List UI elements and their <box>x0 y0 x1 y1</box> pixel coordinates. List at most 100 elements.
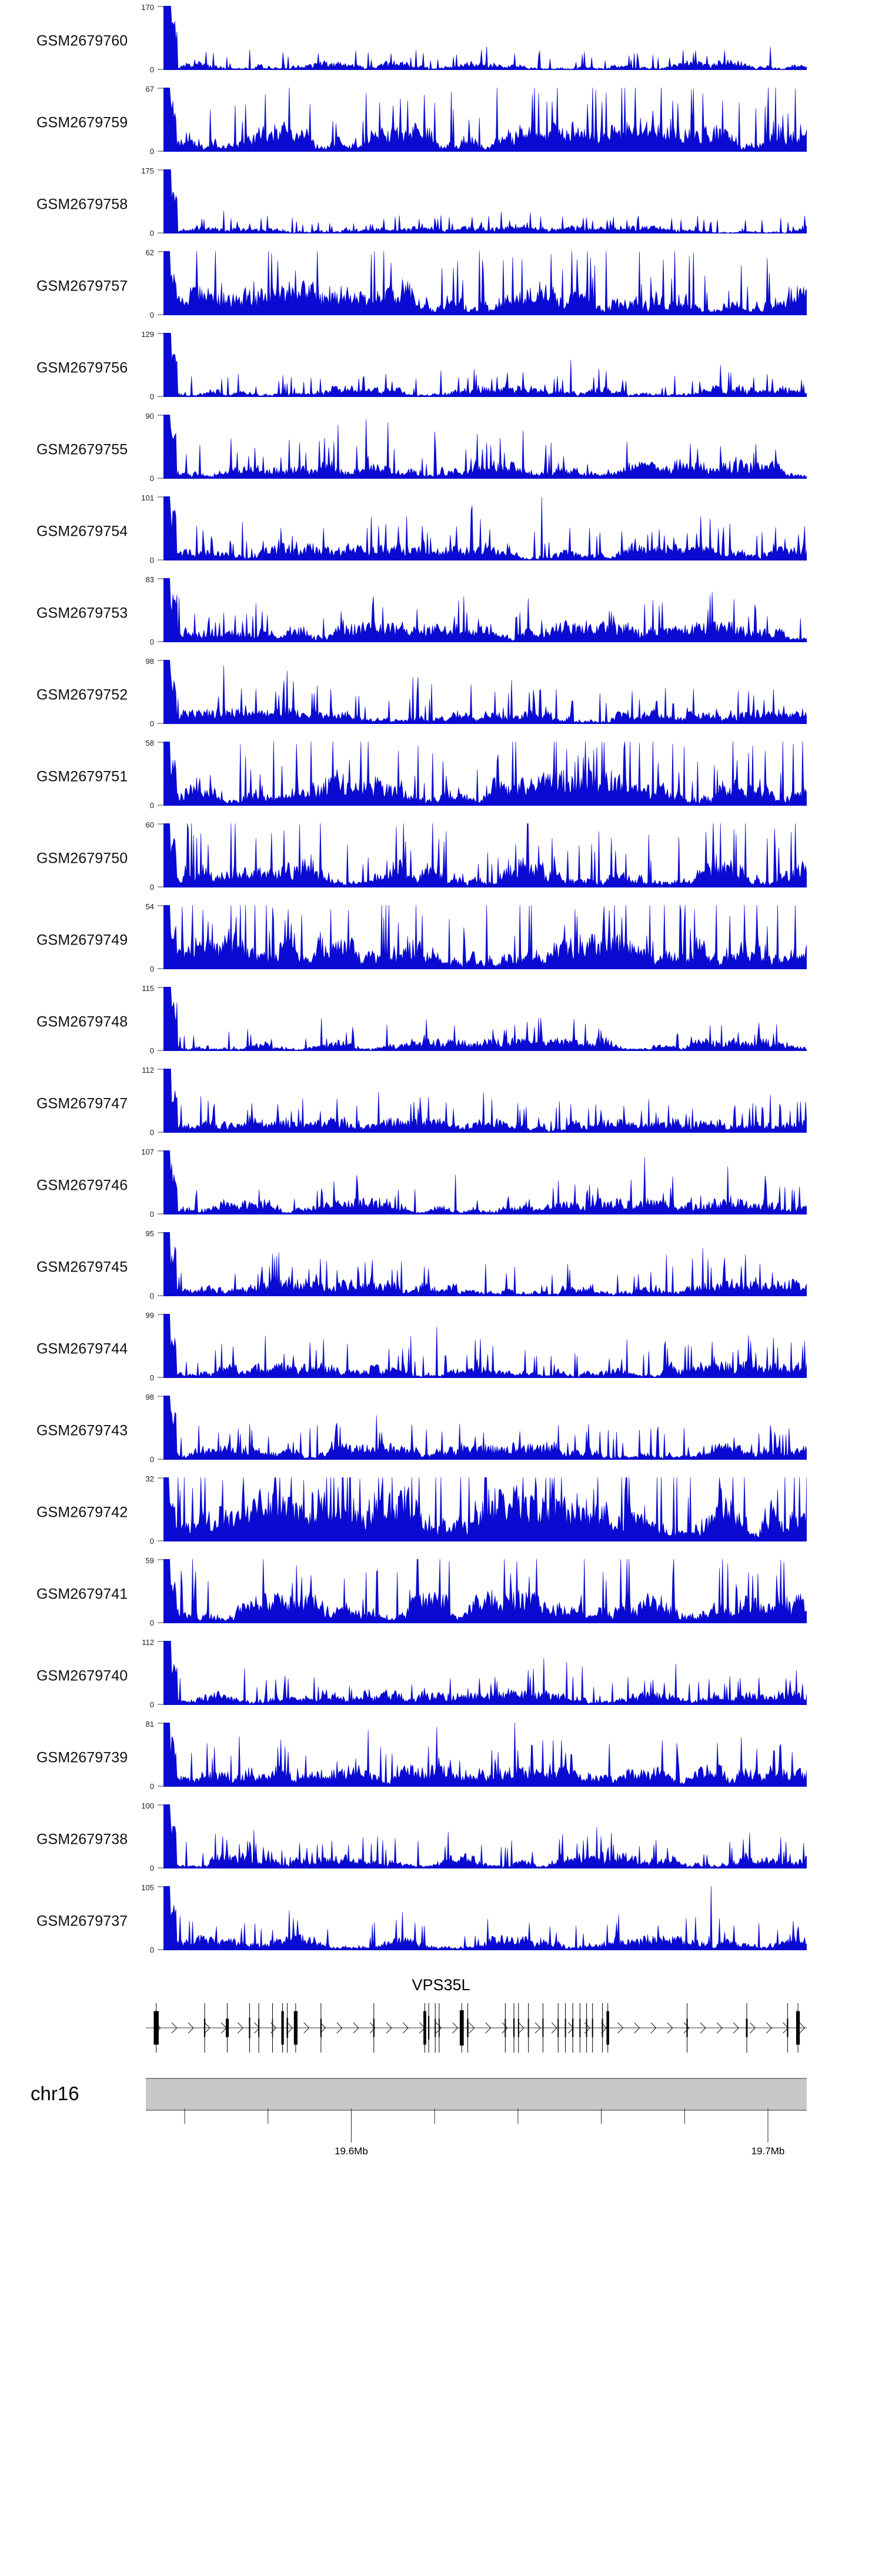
track-axis-max-label: 129 <box>141 330 154 339</box>
track-signal-plot[interactable] <box>163 905 807 969</box>
track-sample-label: GSM2679738 <box>36 1831 128 1847</box>
track-sample-label: GSM2679756 <box>36 359 128 376</box>
track-signal-plot[interactable] <box>163 1232 807 1296</box>
coverage-track: GSM2679754 101 0 <box>0 490 882 572</box>
track-axis-min-label: 0 <box>149 1700 154 1709</box>
coverage-track: GSM2679749 54 0 <box>0 899 882 981</box>
track-sample-label: GSM2679747 <box>36 1095 128 1112</box>
track-signal-plot[interactable] <box>163 987 807 1051</box>
track-signal-plot[interactable] <box>163 415 807 479</box>
gene-name-label: VPS35L <box>412 1976 470 1994</box>
track-sample-label: GSM2679760 <box>36 32 128 49</box>
track-signal-plot[interactable] <box>163 496 807 560</box>
track-signal-plot[interactable] <box>163 169 807 233</box>
track-axis-max-label: 62 <box>145 248 154 257</box>
coverage-track: GSM2679758 175 0 <box>0 163 882 245</box>
track-sample-label: GSM2679752 <box>36 686 128 703</box>
track-signal-plot[interactable] <box>163 1723 807 1787</box>
track-sample-label: GSM2679757 <box>36 278 128 294</box>
coverage-track: GSM2679760 170 0 <box>0 0 882 82</box>
track-axis-min-label: 0 <box>149 719 154 728</box>
track-sample-label: GSM2679750 <box>36 850 128 866</box>
track-signal-plot[interactable] <box>163 1150 807 1214</box>
coverage-track: GSM2679759 67 0 <box>0 82 882 163</box>
track-sample-label: GSM2679748 <box>36 1013 128 1030</box>
coverage-track: GSM2679750 60 0 <box>0 817 882 899</box>
coordinate-ruler[interactable]: 19.6Mb 19.7Mb <box>146 2108 807 2185</box>
track-signal-plot[interactable] <box>163 6 807 70</box>
track-axis-min-label: 0 <box>149 65 154 74</box>
track-signal-plot[interactable] <box>163 742 807 806</box>
track-sample-label: GSM2679754 <box>36 523 128 539</box>
track-axis-min-label: 0 <box>149 392 154 401</box>
track-axis-min-label: 0 <box>149 147 154 156</box>
coordinate-axis-panel: chr16 19.6Mb 19.7Mb <box>0 2065 882 2200</box>
coverage-track: GSM2679739 81 0 <box>0 1717 882 1798</box>
track-signal-plot[interactable] <box>163 578 807 642</box>
chromosome-label: chr16 <box>31 2083 79 2104</box>
track-axis-max-label: 107 <box>141 1147 154 1156</box>
svg-text:19.7Mb: 19.7Mb <box>751 2145 785 2157</box>
coverage-track: GSM2679737 105 0 <box>0 1880 882 1962</box>
track-signal-plot[interactable] <box>163 660 807 724</box>
track-sample-label: GSM2679737 <box>36 1913 128 1929</box>
track-signal-plot[interactable] <box>163 1477 807 1541</box>
coverage-track: GSM2679743 98 0 <box>0 1390 882 1471</box>
track-sample-label: GSM2679744 <box>36 1340 128 1357</box>
track-axis-min-label: 0 <box>149 1455 154 1464</box>
gene-model-diagram[interactable] <box>146 2001 807 2055</box>
track-sample-label: GSM2679740 <box>36 1667 128 1684</box>
track-signal-plot[interactable] <box>163 1559 807 1623</box>
svg-text:19.6Mb: 19.6Mb <box>335 2145 368 2157</box>
track-axis-min-label: 0 <box>149 638 154 646</box>
track-signal-plot[interactable] <box>163 1886 807 1950</box>
track-axis-min-label: 0 <box>149 556 154 565</box>
track-axis-max-label: 175 <box>141 166 154 175</box>
coverage-track: GSM2679748 115 0 <box>0 981 882 1063</box>
track-axis-min-label: 0 <box>149 1373 154 1382</box>
track-signal-plot[interactable] <box>163 823 807 887</box>
track-sample-label: GSM2679739 <box>36 1749 128 1766</box>
track-axis-max-label: 90 <box>145 412 154 421</box>
track-sample-label: GSM2679745 <box>36 1259 128 1275</box>
track-signal-plot[interactable] <box>163 1069 807 1133</box>
coverage-track: GSM2679755 90 0 <box>0 409 882 490</box>
track-signal-plot[interactable] <box>163 1314 807 1378</box>
track-axis-max-label: 170 <box>141 3 154 12</box>
track-axis-min-label: 0 <box>149 1782 154 1791</box>
coverage-track: GSM2679753 83 0 <box>0 572 882 654</box>
track-axis-max-label: 60 <box>145 820 154 829</box>
track-sample-label: GSM2679746 <box>36 1177 128 1193</box>
track-axis-max-label: 95 <box>145 1229 154 1238</box>
coverage-track: GSM2679746 107 0 <box>0 1144 882 1226</box>
track-sample-label: GSM2679751 <box>36 768 128 785</box>
track-signal-plot[interactable] <box>163 1396 807 1460</box>
track-axis-min-label: 0 <box>149 1864 154 1873</box>
track-sample-label: GSM2679755 <box>36 441 128 458</box>
coverage-track: GSM2679740 112 0 <box>0 1635 882 1717</box>
track-axis-max-label: 58 <box>145 739 154 748</box>
track-axis-max-label: 32 <box>145 1474 154 1483</box>
track-signal-plot[interactable] <box>163 251 807 315</box>
coverage-tracks-container: GSM2679760 170 0 GSM2679759 67 0 GSM2679758 175… <box>0 0 882 1962</box>
coverage-track: GSM2679756 129 0 <box>0 327 882 409</box>
track-axis-min-label: 0 <box>149 474 154 483</box>
track-signal-plot[interactable] <box>163 88 807 152</box>
track-axis-max-label: 115 <box>142 984 154 993</box>
chromosome-ideogram-bar[interactable] <box>146 2078 807 2111</box>
coverage-track: GSM2679745 95 0 <box>0 1226 882 1308</box>
track-axis-min-label: 0 <box>149 1537 154 1546</box>
track-signal-plot[interactable] <box>163 1641 807 1705</box>
track-axis-min-label: 0 <box>149 1046 154 1055</box>
coverage-track: GSM2679741 59 0 <box>0 1553 882 1635</box>
track-axis-max-label: 54 <box>145 902 154 911</box>
track-sample-label: GSM2679759 <box>36 114 128 131</box>
track-axis-max-label: 81 <box>145 1720 154 1729</box>
track-axis-max-label: 67 <box>145 85 154 94</box>
coverage-track: GSM2679751 58 0 <box>0 736 882 817</box>
coverage-track: GSM2679757 62 0 <box>0 245 882 327</box>
track-axis-max-label: 112 <box>142 1066 154 1075</box>
track-signal-plot[interactable] <box>163 1804 807 1868</box>
track-signal-plot[interactable] <box>163 333 807 397</box>
track-axis-min-label: 0 <box>149 801 154 810</box>
